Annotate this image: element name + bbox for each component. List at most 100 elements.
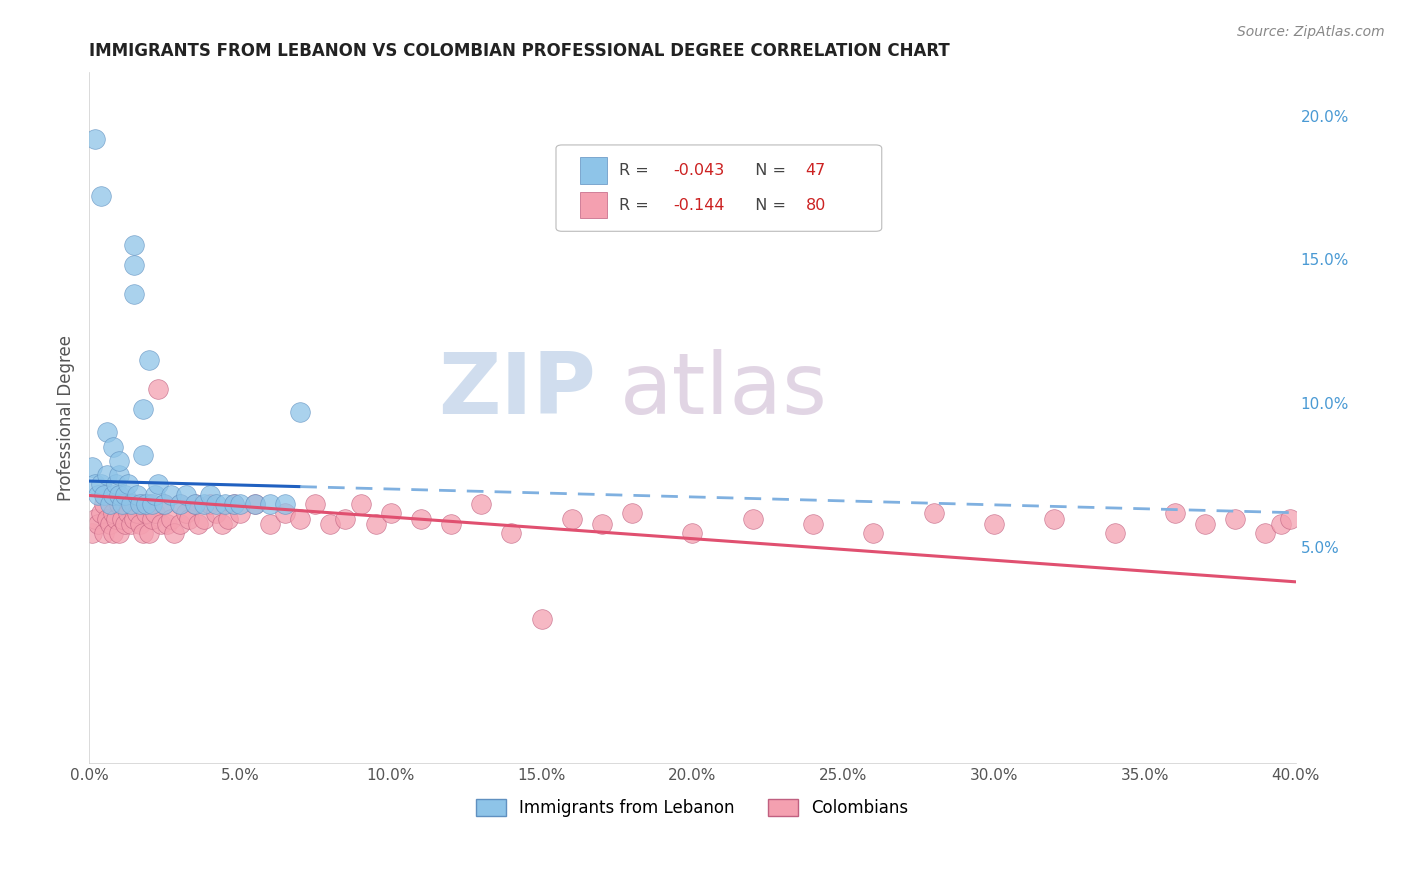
Point	[1278, 511, 1301, 525]
Point	[124, 238, 146, 252]
Text: 80: 80	[806, 197, 827, 212]
Point	[90, 506, 112, 520]
Point	[681, 525, 703, 540]
Bar	[581, 192, 606, 219]
Point	[105, 477, 128, 491]
Point	[80, 525, 103, 540]
Text: atlas: atlas	[620, 349, 828, 432]
Point	[96, 425, 118, 439]
Point	[153, 497, 176, 511]
Point	[114, 517, 136, 532]
Point	[150, 517, 173, 532]
Text: N =: N =	[745, 163, 792, 178]
Point	[114, 497, 136, 511]
Point	[501, 525, 523, 540]
Point	[304, 497, 326, 511]
Point	[153, 497, 176, 511]
Text: 47: 47	[806, 163, 825, 178]
Point	[120, 497, 142, 511]
Point	[159, 511, 181, 525]
Point	[862, 525, 884, 540]
Point	[108, 454, 131, 468]
Point	[98, 517, 121, 532]
Point	[440, 517, 463, 532]
Point	[138, 353, 160, 368]
Text: R =: R =	[619, 197, 654, 212]
Point	[124, 287, 146, 301]
Point	[243, 497, 266, 511]
Point	[591, 517, 613, 532]
Point	[174, 488, 197, 502]
Point	[290, 405, 312, 419]
Point	[290, 511, 312, 525]
Point	[87, 488, 110, 502]
Point	[204, 506, 226, 520]
Point	[1225, 511, 1247, 525]
Point	[211, 517, 233, 532]
Point	[114, 488, 136, 502]
Point	[174, 506, 197, 520]
Point	[229, 506, 252, 520]
Point	[84, 511, 107, 525]
Point	[108, 488, 131, 502]
Point	[530, 612, 553, 626]
Point	[169, 517, 191, 532]
Point	[409, 511, 432, 525]
Point	[922, 506, 945, 520]
Point	[1254, 525, 1277, 540]
Text: IMMIGRANTS FROM LEBANON VS COLOMBIAN PROFESSIONAL DEGREE CORRELATION CHART: IMMIGRANTS FROM LEBANON VS COLOMBIAN PRO…	[89, 42, 950, 60]
Point	[169, 497, 191, 511]
Text: Source: ZipAtlas.com: Source: ZipAtlas.com	[1237, 25, 1385, 39]
Point	[274, 497, 297, 511]
Point	[129, 517, 152, 532]
Point	[103, 440, 125, 454]
Point	[108, 525, 131, 540]
Point	[801, 517, 824, 532]
Point	[187, 517, 209, 532]
FancyBboxPatch shape	[555, 145, 882, 231]
Point	[96, 511, 118, 525]
Point	[98, 497, 121, 511]
Point	[621, 506, 644, 520]
Point	[1164, 506, 1187, 520]
Point	[741, 511, 763, 525]
Point	[217, 511, 239, 525]
Point	[141, 497, 163, 511]
Legend: Immigrants from Lebanon, Colombians: Immigrants from Lebanon, Colombians	[470, 792, 915, 824]
Point	[183, 497, 205, 511]
Point	[135, 506, 157, 520]
Point	[93, 525, 115, 540]
Point	[156, 517, 179, 532]
Point	[259, 517, 281, 532]
Point	[117, 477, 139, 491]
Point	[87, 517, 110, 532]
Point	[103, 506, 125, 520]
Point	[127, 488, 149, 502]
Point	[138, 525, 160, 540]
Point	[193, 511, 215, 525]
Point	[124, 258, 146, 272]
Point	[561, 511, 583, 525]
Point	[124, 511, 146, 525]
Point	[132, 402, 155, 417]
Point	[127, 506, 149, 520]
Point	[198, 488, 221, 502]
Point	[148, 382, 170, 396]
Point	[111, 497, 134, 511]
Point	[274, 506, 297, 520]
Text: N =: N =	[745, 197, 792, 212]
Point	[177, 511, 200, 525]
Point	[1270, 517, 1292, 532]
Point	[84, 477, 107, 491]
Point	[183, 497, 205, 511]
Point	[84, 131, 107, 145]
Point	[1194, 517, 1216, 532]
Point	[145, 506, 167, 520]
Point	[108, 497, 131, 511]
Point	[335, 511, 357, 525]
Point	[80, 459, 103, 474]
Point	[159, 488, 181, 502]
Point	[117, 506, 139, 520]
Point	[470, 497, 492, 511]
Point	[90, 477, 112, 491]
